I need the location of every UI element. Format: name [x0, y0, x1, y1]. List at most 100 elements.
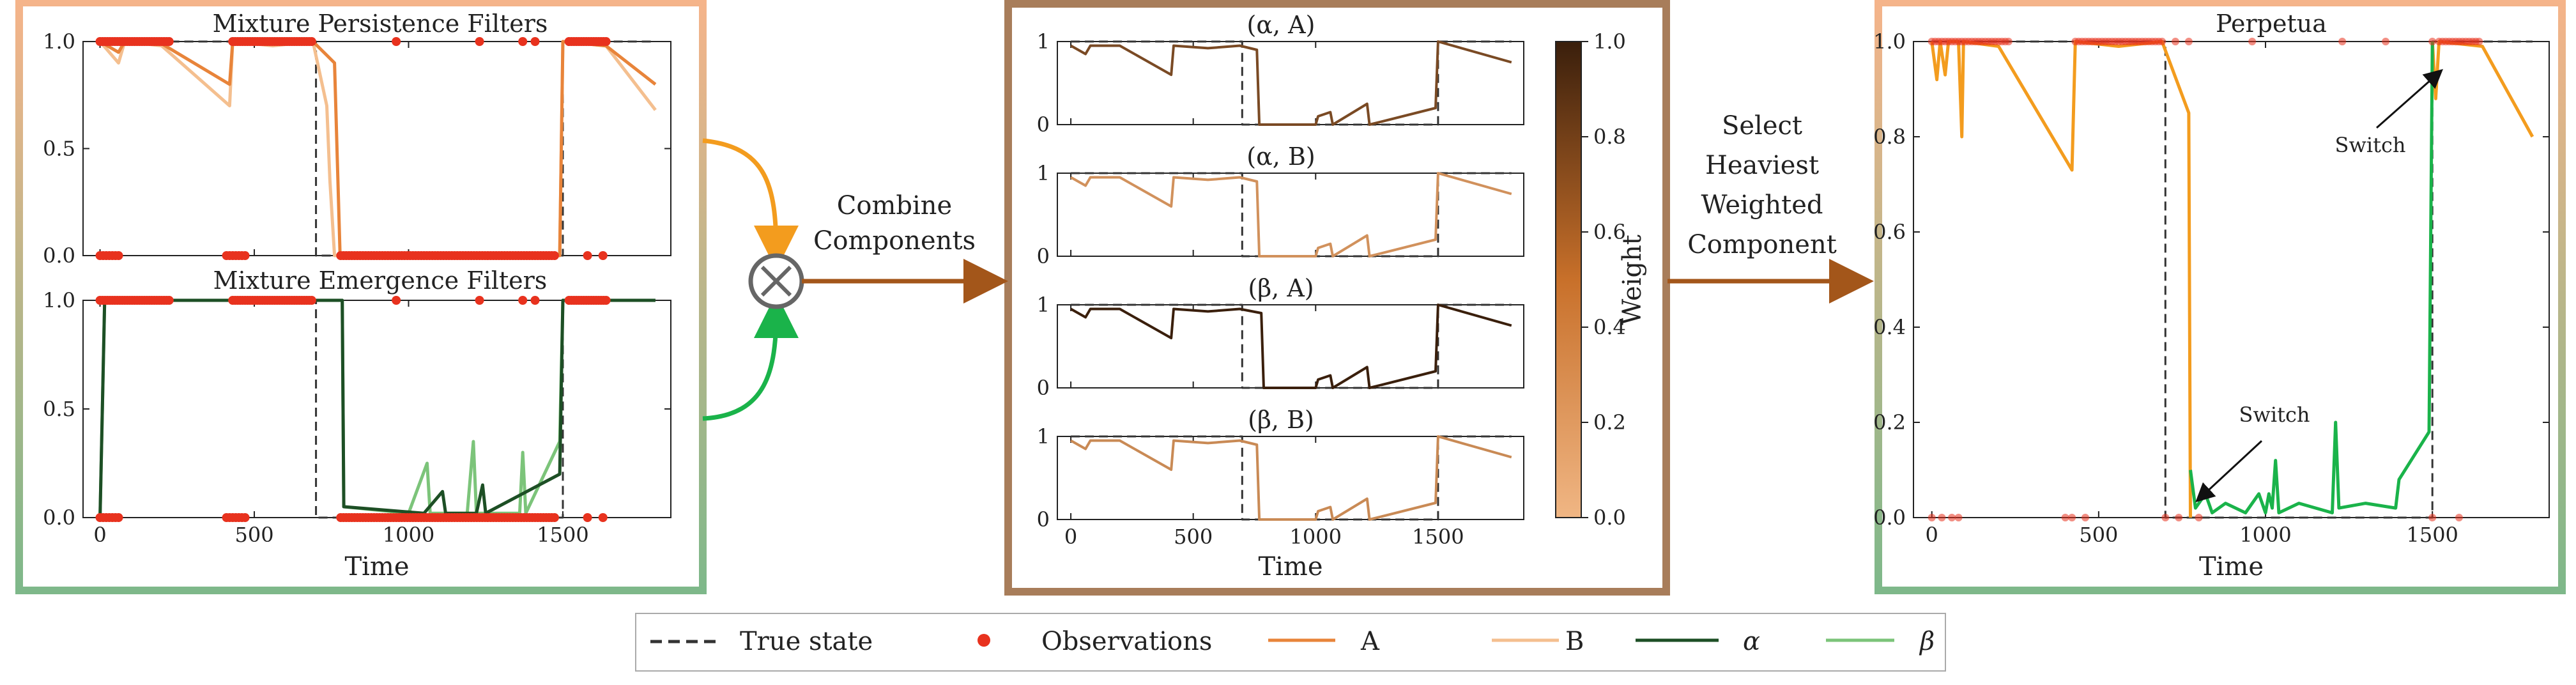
emergence-observation	[583, 513, 592, 522]
emergence-observation	[392, 296, 401, 305]
component-2-axes	[1057, 173, 1524, 257]
emergence-xtick-label: 1000	[383, 523, 434, 547]
emergence-ytick-label: 1.0	[43, 288, 75, 312]
perpetua-xtick-label: 1500	[2406, 523, 2458, 547]
combine-label-1: Combine	[837, 191, 952, 220]
component-4-ytick-label: 0	[1037, 507, 1050, 532]
emergence-ytick-label: 0.5	[43, 397, 75, 421]
select-label-3: Weighted	[1701, 190, 1823, 220]
switch-arrow-top	[2376, 69, 2443, 129]
emergence-observation	[114, 513, 123, 522]
perpetua-green	[2189, 41, 2434, 514]
perpetua-ytick-label: 0.4	[1873, 315, 1906, 339]
perpetua-observation	[2382, 38, 2390, 45]
emergence-xtick-label: 500	[234, 523, 273, 547]
emergence-observation	[307, 296, 316, 305]
perpetua-observation	[2172, 38, 2180, 45]
emergence-observation	[518, 296, 528, 305]
component-2-true-state	[1071, 172, 1512, 258]
emergence-ytick-label: 0.0	[43, 505, 75, 530]
colorbar-tick-label: 0.2	[1593, 410, 1626, 435]
legend-A: A	[1360, 627, 1380, 656]
emergence-axes	[82, 300, 671, 518]
component-4-ytick-label: 1	[1037, 424, 1050, 449]
perpetua-observation	[2081, 514, 2089, 521]
persistence-observation	[240, 251, 250, 260]
perpetua-ytick-label: 0.2	[1873, 410, 1906, 435]
colorbar-label: Weight	[1618, 235, 1647, 325]
middle-panel-frame	[1004, 0, 1670, 596]
switch-label-bottom: Switch	[2239, 403, 2310, 427]
legend-beta: β	[1919, 627, 1935, 656]
emergence-observation	[530, 296, 540, 305]
persistence-observation	[392, 37, 401, 46]
right-panel-frame	[1874, 0, 2566, 594]
persistence-observation	[164, 37, 174, 46]
green-arrow	[702, 293, 799, 421]
perpetua-observation	[1928, 514, 1936, 521]
emergence-title: Mixture Emergence Filters	[213, 266, 548, 295]
emergence-xtick-label: 0	[93, 523, 106, 547]
times-icon	[760, 265, 792, 297]
components-xlabel: Time	[1258, 552, 1322, 581]
persistence-observation	[583, 251, 592, 260]
component-1-axes	[1057, 41, 1524, 125]
emergence-observation	[240, 513, 250, 522]
emergence-observation	[549, 513, 559, 522]
perpetua-xtick-label: 500	[2079, 523, 2118, 547]
perpetua-observation	[2161, 514, 2170, 521]
switch-label-top: Switch	[2335, 133, 2406, 157]
perpetua-observation	[2195, 514, 2203, 521]
combined-title-3: (β, A)	[1248, 274, 1314, 302]
perpetua-observation	[2428, 38, 2437, 45]
perpetua-ytick-label: 1.0	[1873, 29, 1906, 54]
component-4-xtick-label: 1500	[1412, 525, 1464, 549]
perpetua-ytick-label: 0.0	[1873, 505, 1906, 530]
perpetua-observation	[2428, 514, 2437, 521]
persistence-observation	[601, 37, 611, 46]
component-3-line	[1070, 304, 1512, 389]
perpetua-observation	[1938, 514, 1946, 521]
persistence-ytick-label: 0.5	[43, 137, 75, 161]
combined-title-4: (β, B)	[1248, 406, 1314, 434]
perpetua-observation	[2158, 38, 2166, 45]
component-1-ytick-label: 0	[1037, 112, 1050, 137]
legend-observations-dot	[977, 634, 990, 647]
colorbar	[1555, 41, 1582, 518]
persistence-observation	[530, 37, 540, 46]
perpetua-xlabel: Time	[2199, 552, 2264, 581]
emergence-observation	[598, 513, 608, 522]
component-1-line	[1070, 40, 1512, 126]
combine-label-2: Components	[813, 226, 976, 256]
legend-box	[635, 613, 1946, 672]
colorbar-tick-label: 0.8	[1593, 125, 1626, 149]
component-1-true-state	[1071, 40, 1512, 126]
perpetua-axes	[1913, 41, 2550, 518]
component-3-ytick-label: 0	[1037, 376, 1050, 400]
component-3-ytick-label: 1	[1037, 293, 1050, 317]
perpetua-observation	[2175, 514, 2183, 521]
persistence-observation	[549, 251, 559, 260]
component-4-xtick-label: 500	[1174, 525, 1213, 549]
persistence-ytick-label: 1.0	[43, 29, 75, 54]
perpetua-observation	[2184, 38, 2193, 45]
perpetua-observation	[2061, 514, 2069, 521]
select-label-4: Component	[1687, 230, 1837, 259]
combined-title-1: (α, A)	[1247, 11, 1315, 39]
component-4-axes	[1057, 436, 1524, 520]
component-4-xtick-label: 1000	[1290, 525, 1342, 549]
persistence-ytick-label: 0.0	[43, 243, 75, 268]
perpetua-observation	[1954, 514, 1963, 521]
component-4-line	[1070, 435, 1512, 521]
component-2-line	[1070, 172, 1512, 258]
legend-B: B	[1565, 627, 1584, 656]
select-label-1: Select	[1722, 111, 1802, 141]
persistence-observation	[307, 37, 316, 46]
perpetua-observation	[2338, 38, 2347, 45]
switch-arrow-bottom	[2195, 440, 2263, 503]
colorbar-tick-label: 1.0	[1593, 29, 1626, 54]
select-label-2: Heaviest	[1705, 151, 1819, 180]
perpetua-observation	[1948, 514, 1956, 521]
colorbar-tick-label: 0.0	[1593, 505, 1626, 530]
